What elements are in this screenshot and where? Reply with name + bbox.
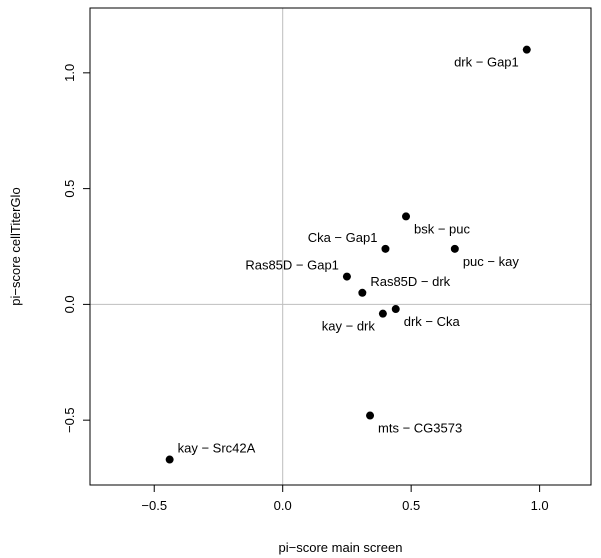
point-label: kay − Src42A <box>178 441 256 456</box>
x-tick-label: 1.0 <box>531 498 549 513</box>
x-tick-label: −0.5 <box>141 498 167 513</box>
y-tick-label: 0.5 <box>62 180 77 198</box>
point-label: Ras85D − Gap1 <box>245 258 339 273</box>
data-points <box>165 45 531 464</box>
point-label: Cka − Gap1 <box>308 230 378 245</box>
data-point <box>450 244 459 253</box>
point-labels: drk − Gap1 bsk − puc Cka − Gap1 puc − kay Ra… <box>178 55 520 456</box>
point-label: Ras85D − drk <box>370 274 450 289</box>
point-label: kay − drk <box>322 319 376 334</box>
plot-frame <box>89 7 592 486</box>
data-point <box>342 272 351 281</box>
y-axis-title: pi−score cellTiterGlo <box>8 187 23 305</box>
y-tick-label: 0.0 <box>62 295 77 313</box>
point-label: drk − Cka <box>404 314 461 329</box>
point-label: mts − CG3573 <box>378 421 462 436</box>
data-point <box>402 212 411 221</box>
reference-lines <box>90 8 591 485</box>
data-point <box>165 455 174 464</box>
y-axis: −0.5 0.0 0.5 1.0 <box>62 64 90 433</box>
point-label: puc − kay <box>463 254 520 269</box>
data-point <box>522 45 531 54</box>
data-point <box>358 288 367 297</box>
y-tick-label: 1.0 <box>62 64 77 82</box>
point-label: drk − Gap1 <box>454 55 519 70</box>
point-label: bsk − puc <box>414 221 471 236</box>
x-tick-label: 0.0 <box>274 498 292 513</box>
data-point <box>391 305 400 314</box>
data-point <box>381 244 390 253</box>
x-axis: −0.5 0.0 0.5 1.0 <box>141 485 549 513</box>
x-axis-title: pi−score main screen <box>279 540 403 555</box>
data-point <box>378 309 387 318</box>
y-tick-label: −0.5 <box>62 407 77 433</box>
data-point <box>366 411 375 420</box>
x-tick-label: 0.5 <box>402 498 420 513</box>
